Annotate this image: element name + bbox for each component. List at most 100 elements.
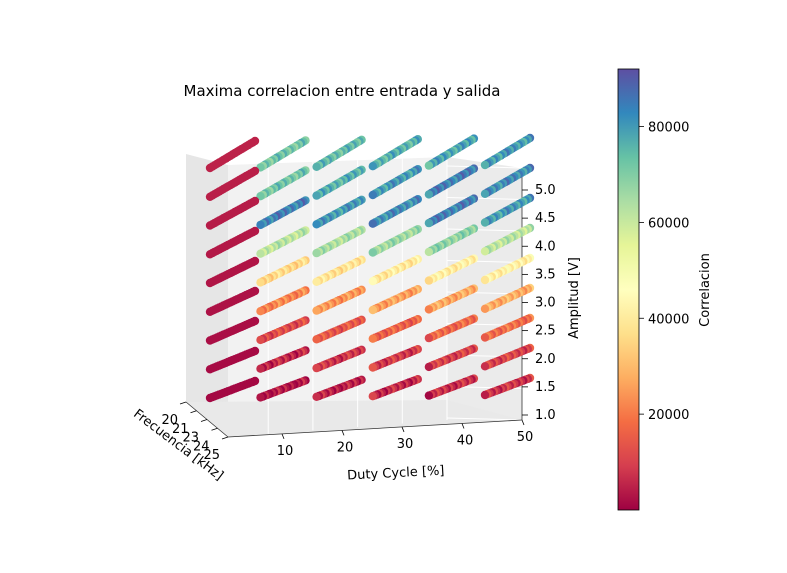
x-ticks: 10 20 30 40 50 [277, 419, 534, 459]
scatter-point [256, 393, 265, 402]
y-tick-mark [179, 401, 187, 405]
scatter-point [205, 393, 215, 403]
scatter-point [368, 162, 377, 171]
z-tick-label: 4.5 [535, 211, 556, 226]
colorbar-tick-label: 80000 [648, 121, 689, 136]
z-gridline [446, 417, 523, 421]
scatter-point [368, 363, 377, 372]
scatter-point [424, 190, 434, 199]
y-tick-label: 20 [161, 413, 178, 428]
scatter-point [480, 189, 490, 198]
x-tick-mark [341, 430, 345, 436]
y-tick-mark [211, 427, 218, 431]
floor-pane [186, 400, 522, 437]
scatter-point [424, 333, 434, 343]
z-tick-label: 2.0 [535, 352, 556, 367]
scatter-point [480, 218, 490, 227]
y-tick-label: 23 [182, 431, 199, 446]
z-tick-label: 3.0 [535, 296, 556, 311]
x-tick-mark [281, 433, 285, 440]
scatter-point [480, 333, 490, 342]
scatter-point [205, 250, 215, 259]
scatter-point [256, 249, 265, 258]
scatter-point [368, 305, 377, 315]
scatter-point [424, 305, 434, 314]
scatter-point [424, 247, 434, 257]
scatter-point [256, 220, 265, 230]
scatter-point [312, 335, 321, 344]
scatter-point [312, 363, 321, 373]
x-tick-label: 40 [457, 433, 474, 448]
z-axis-label: Amplitud [V] [567, 257, 582, 339]
scatter-point [480, 247, 490, 256]
chart-title: Maxima correlacion entre entrada y salid… [184, 82, 501, 100]
y-tick-label: 21 [172, 422, 189, 437]
scatter-point [368, 248, 377, 257]
x-tick-label: 30 [397, 437, 414, 452]
scatter-point [312, 191, 321, 200]
scatter-point [480, 362, 490, 371]
scatter-point [205, 278, 215, 288]
y-tick-mark [221, 436, 229, 440]
colorbar-gradient [617, 68, 640, 511]
scatter-point [480, 160, 490, 170]
y-tick-label: 25 [203, 448, 220, 463]
scatter-point [205, 336, 215, 345]
x-tick-label: 10 [277, 444, 294, 459]
z-tick-label: 4.0 [535, 239, 556, 254]
z-tick-label: 1.5 [535, 380, 556, 395]
scatter-point [424, 391, 434, 400]
scatter-point [480, 304, 490, 313]
y-tick-label: 24 [193, 439, 210, 454]
scatter-point [424, 218, 434, 228]
scatter-point [480, 390, 490, 400]
x-axis-line [227, 419, 523, 438]
scatter-point [368, 334, 377, 343]
colorbar-tick-label: 40000 [648, 312, 689, 327]
colorbar-ticks: 20000 40000 60000 80000 [639, 121, 689, 423]
x-axis-label: Duty Cycle [%] [347, 463, 445, 483]
x-tick-mark [401, 426, 405, 433]
y-tick-mark [190, 410, 197, 414]
z-gridline [446, 197, 523, 200]
colorbar: 20000 40000 60000 80000 Correlacion [617, 68, 713, 511]
scatter-point [480, 275, 490, 285]
colorbar-tick-label: 60000 [648, 216, 689, 231]
scatter-point [256, 307, 265, 316]
y-tick-mark [200, 419, 208, 422]
scatter-points [205, 133, 535, 403]
scatter-point [368, 190, 377, 200]
x-tick-mark [521, 419, 525, 426]
colorbar-label: Correlacion [698, 253, 713, 327]
x-tick-label: 20 [337, 440, 354, 455]
scatter-point [256, 192, 265, 201]
scatter-point [424, 161, 434, 170]
scatter-point [424, 276, 434, 285]
scatter-point [205, 307, 215, 316]
scatter-point [312, 248, 321, 258]
scatter-point [368, 219, 377, 228]
scatter-point [368, 392, 377, 401]
z-tick-label: 1.0 [535, 408, 556, 423]
scatter-point [205, 163, 215, 173]
z-tick-label: 2.5 [535, 324, 556, 339]
z-gridline [446, 260, 523, 263]
scatter-point [312, 306, 321, 315]
x-tick-mark [461, 423, 465, 429]
scatter-point [312, 277, 321, 286]
scatter-point [205, 221, 215, 230]
scatter-point [312, 392, 321, 401]
scatter-point [312, 162, 321, 171]
x-tick-label: 50 [517, 430, 534, 445]
colorbar-tick-label: 20000 [648, 408, 689, 423]
scatter-point [205, 365, 215, 374]
scatter-point [256, 278, 265, 287]
scatter-point [256, 364, 265, 373]
z-tick-label: 5.0 [535, 183, 556, 198]
scatter-point [312, 220, 321, 229]
scatter-point [205, 192, 215, 201]
scatter-point [368, 277, 377, 286]
z-gridline [446, 228, 523, 232]
